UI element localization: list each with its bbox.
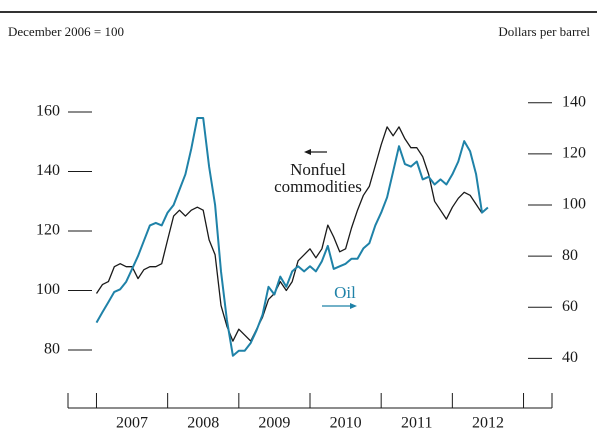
- x-tick-label: 2012: [472, 415, 504, 432]
- oil-label: Oil: [334, 283, 356, 302]
- y2-tick-label: 60: [562, 298, 578, 315]
- y-tick-label: 160: [36, 103, 60, 120]
- x-tick-label: 2008: [187, 415, 219, 432]
- x-tick-label: 2007: [116, 415, 148, 432]
- y-tick-label: 100: [36, 281, 60, 298]
- y2-tick-label: 120: [562, 145, 586, 162]
- y-tick-label: 120: [36, 222, 60, 239]
- left-arrow-head: [304, 149, 311, 155]
- x-tick-label: 2009: [258, 415, 290, 432]
- series-line: [95, 117, 489, 357]
- y-tick-label: 80: [44, 341, 60, 358]
- right-arrow-head: [350, 303, 357, 309]
- x-tick-label: 2011: [401, 415, 432, 432]
- series-line: [95, 126, 483, 342]
- top-rule: [0, 11, 597, 13]
- y2-tick-label: 100: [562, 196, 586, 213]
- x-tick-label: 2010: [330, 415, 362, 432]
- y2-tick-label: 40: [562, 349, 578, 366]
- nonfuel-label: Nonfuel commodities: [274, 160, 362, 196]
- y-tick-label: 140: [36, 162, 60, 179]
- left-header: December 2006 = 100: [8, 24, 124, 39]
- y2-tick-label: 140: [562, 93, 586, 110]
- right-header: Dollars per barrel: [498, 24, 590, 39]
- y2-tick-label: 80: [562, 247, 578, 264]
